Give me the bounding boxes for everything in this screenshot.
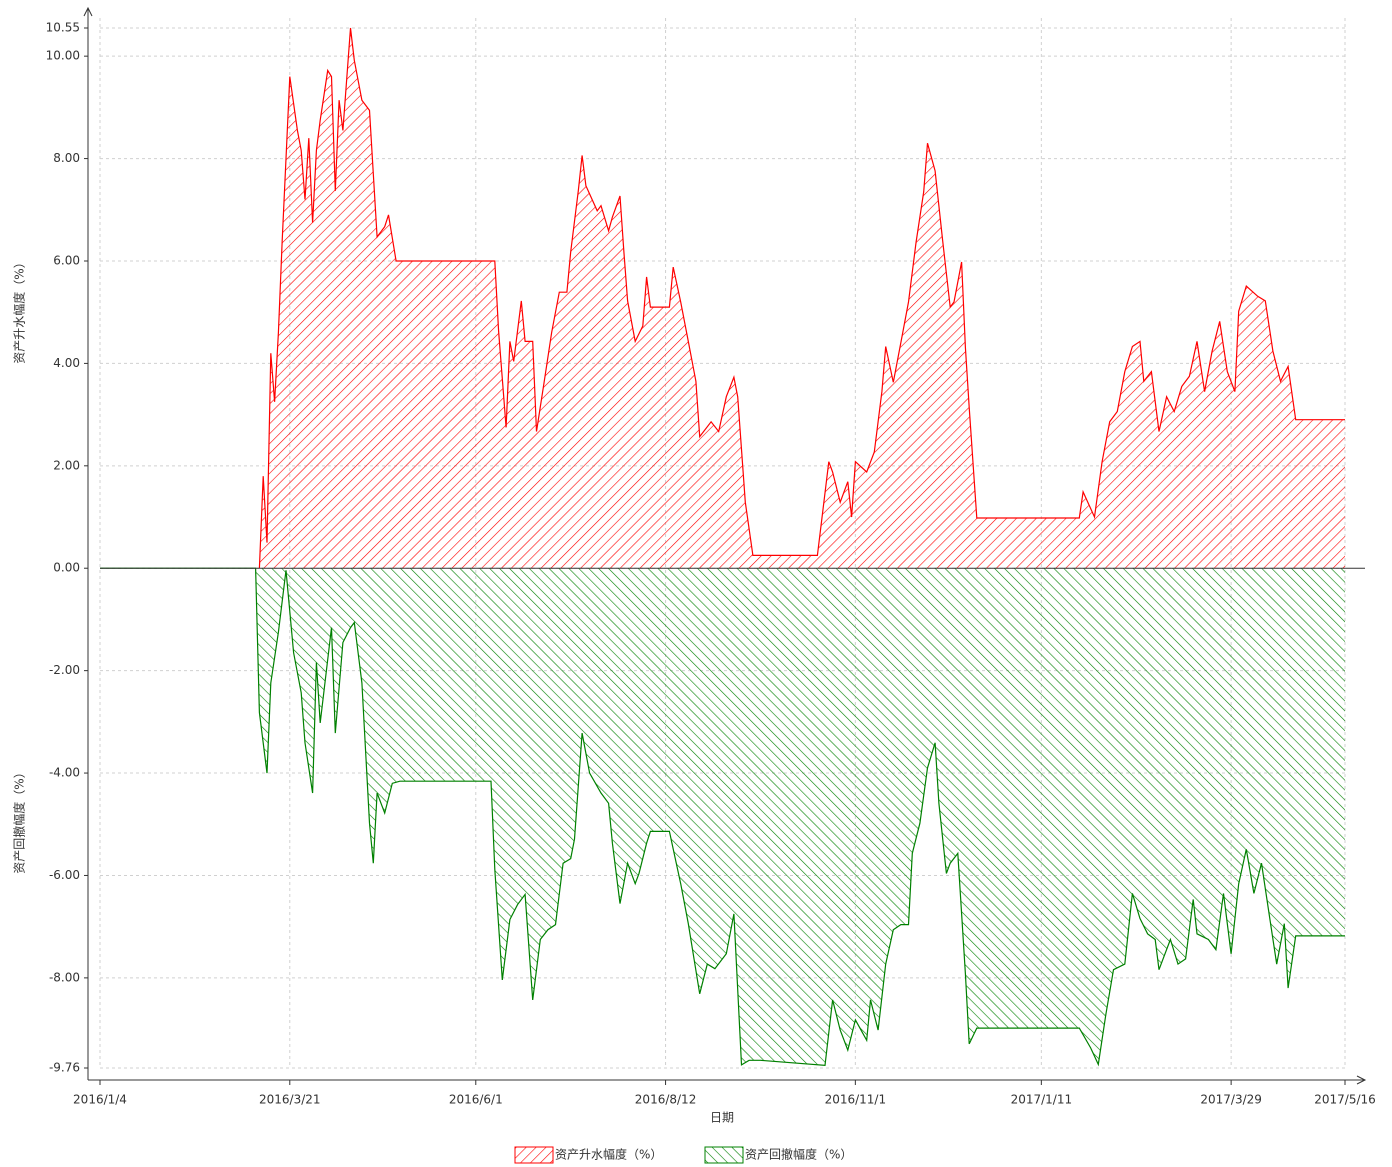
x-axis-title: 日期 bbox=[710, 1111, 734, 1125]
x-tick-label: 2017/1/11 bbox=[1011, 1093, 1073, 1107]
y-tick-label: 4.00 bbox=[53, 356, 80, 370]
y-tick-label: -6.00 bbox=[49, 868, 80, 882]
y-tick-label: 0.00 bbox=[53, 561, 80, 575]
x-tick-label: 2016/3/21 bbox=[259, 1093, 321, 1107]
area-line bbox=[258, 27, 1345, 569]
y-tick-label: -8.00 bbox=[49, 970, 80, 984]
area-line bbox=[100, 567, 1345, 1067]
y-axis-title-top: 资产升水幅度（%） bbox=[12, 256, 27, 363]
x-axis-arrow bbox=[1356, 1075, 1367, 1085]
y-tick-label: 8.00 bbox=[53, 151, 80, 165]
y-tick-label: 2.00 bbox=[53, 458, 80, 472]
legend-swatch bbox=[704, 1146, 744, 1164]
x-tick-label: 2016/1/4 bbox=[73, 1093, 127, 1107]
x-tick-label: 2016/11/1 bbox=[825, 1093, 887, 1107]
y-axis-title-bottom: 资产回撤幅度（%） bbox=[12, 766, 27, 873]
y-axis-arrow bbox=[83, 6, 93, 17]
y-tick-label: -9.76 bbox=[49, 1061, 80, 1075]
legend-swatch bbox=[514, 1146, 554, 1164]
y-tick-label: 10.00 bbox=[46, 49, 80, 63]
y-tick-label: -2.00 bbox=[49, 663, 80, 677]
legend-label: 资产升水幅度（%） bbox=[555, 1147, 662, 1162]
x-tick-label: 2016/8/12 bbox=[635, 1093, 697, 1107]
legend-label: 资产回撤幅度（%） bbox=[745, 1147, 852, 1162]
x-tick-label: 2016/6/1 bbox=[449, 1093, 503, 1107]
area-fill bbox=[259, 28, 1345, 569]
x-tick-label: 2017/5/16 bbox=[1314, 1093, 1376, 1107]
x-tick-label: 2017/3/29 bbox=[1200, 1093, 1262, 1107]
area-fill bbox=[100, 568, 1345, 1066]
y-tick-label: 6.00 bbox=[53, 253, 80, 267]
y-tick-label: -4.00 bbox=[49, 766, 80, 780]
y-tick-label: 10.55 bbox=[46, 21, 80, 35]
